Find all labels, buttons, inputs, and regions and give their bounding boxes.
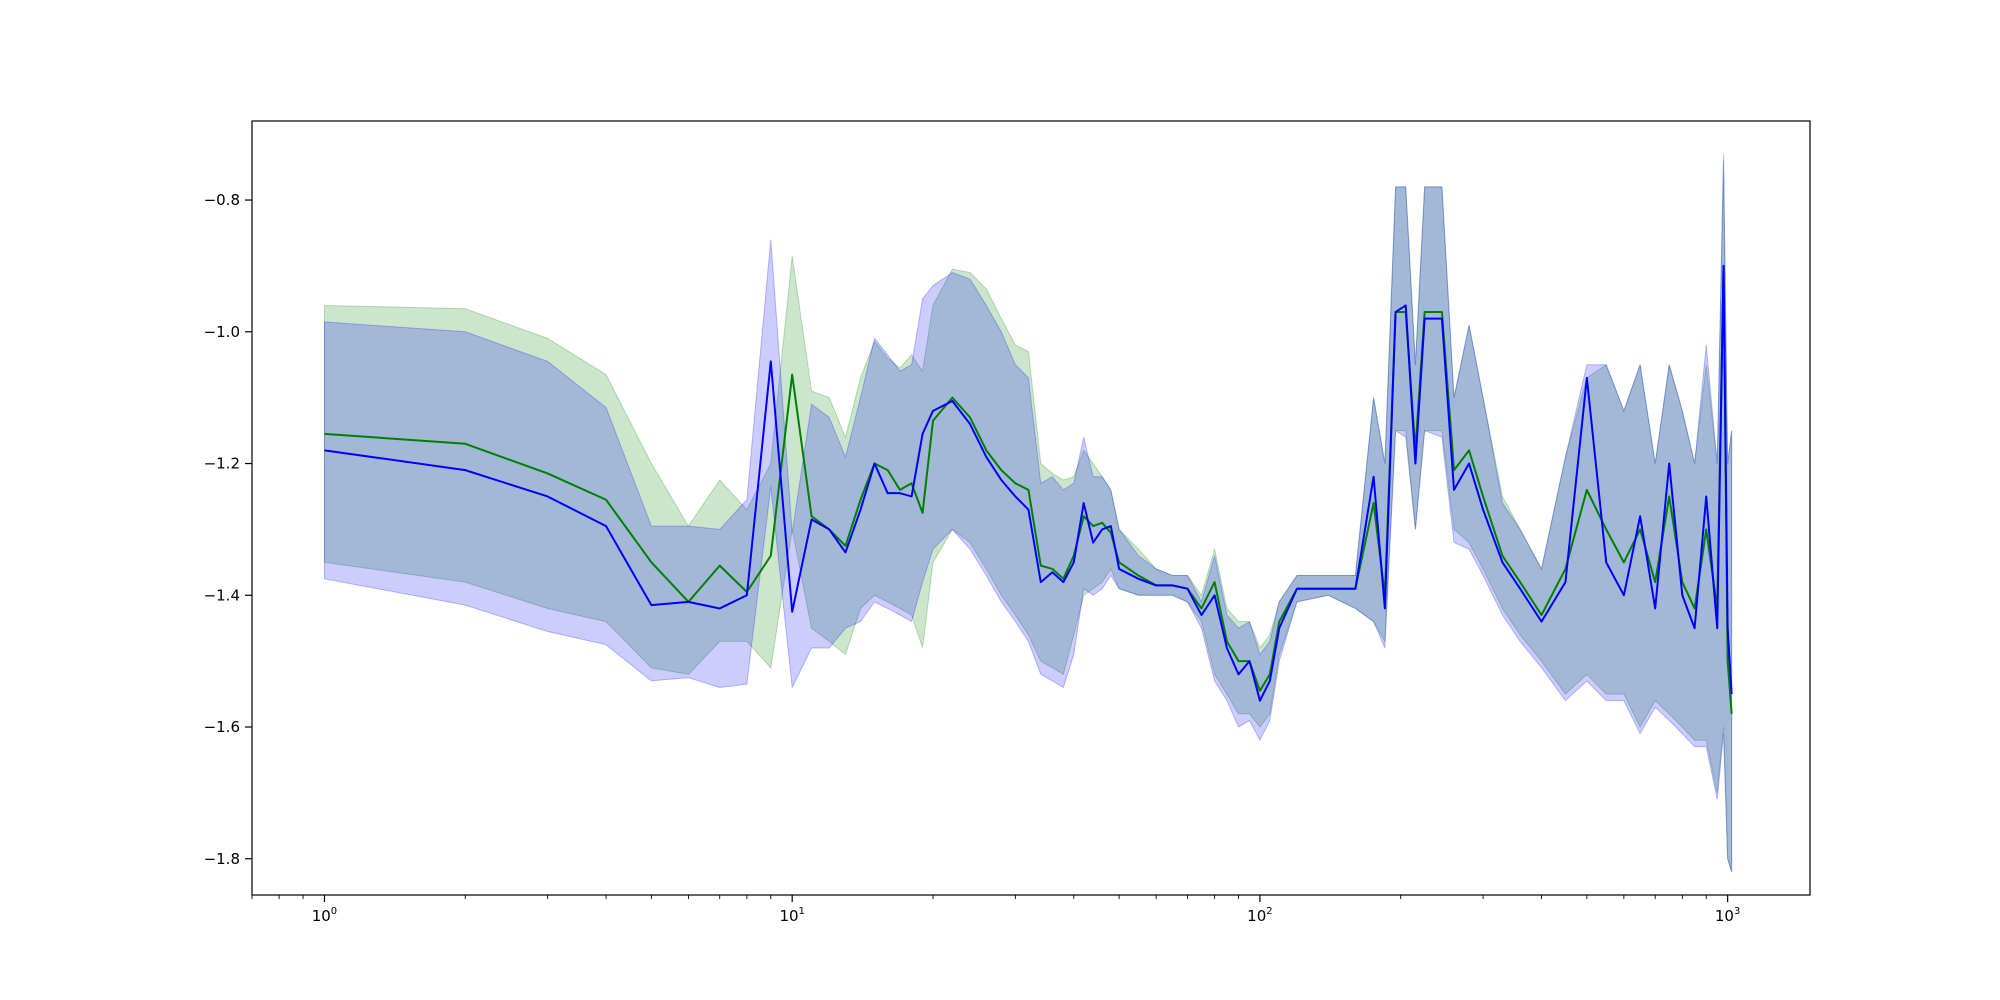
y-tick-label-1: −1.0 bbox=[204, 323, 240, 341]
y-axis: −0.8 −1.0 −1.2 −1.4 −1.6 −1.8 bbox=[204, 191, 252, 868]
y-tick-label-4: −1.6 bbox=[204, 718, 240, 736]
series-1-line bbox=[324, 264, 1733, 702]
x-tick-label-1: 101 bbox=[779, 906, 804, 925]
y-tick-label-2: −1.2 bbox=[204, 455, 240, 473]
series-lines bbox=[324, 264, 1733, 714]
y-tick-label-0: −0.8 bbox=[204, 191, 240, 209]
series-0-band bbox=[323, 160, 1733, 873]
plot-frame bbox=[251, 120, 1811, 896]
y-tick-label-3: −1.4 bbox=[204, 586, 240, 604]
x-tick-label-3: 103 bbox=[1715, 906, 1740, 925]
y-tick-label-5: −1.8 bbox=[204, 850, 240, 868]
x-tick-label-0: 100 bbox=[312, 906, 337, 925]
x-tick-label-2: 102 bbox=[1247, 906, 1272, 925]
x-axis: 100 101 102 103 bbox=[251, 895, 1740, 925]
